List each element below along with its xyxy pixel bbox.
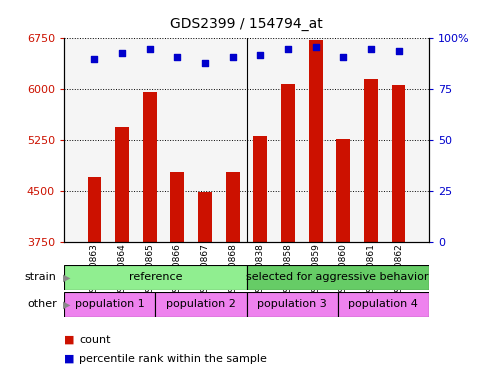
Bar [198,192,212,384]
Point [284,46,292,52]
Text: population 3: population 3 [257,299,327,310]
Text: population 4: population 4 [349,299,418,310]
Bar [155,292,246,317]
Text: ■: ■ [64,354,74,364]
Text: other: other [27,299,57,310]
Bar [281,84,295,384]
Point [118,50,126,56]
Point [229,54,237,60]
Point [174,54,181,60]
Bar [246,265,429,290]
Point [312,43,319,50]
Text: population 2: population 2 [166,299,236,310]
Bar [338,292,429,317]
Bar [64,265,246,290]
Text: count: count [79,335,110,345]
Text: ■: ■ [64,335,74,345]
Text: strain: strain [25,272,57,283]
Text: selected for aggressive behavior: selected for aggressive behavior [246,272,429,283]
Point [146,46,154,52]
Point [394,48,402,54]
Bar [226,172,240,384]
Bar [253,136,267,384]
Bar [364,79,378,384]
Bar [309,40,322,384]
Bar [171,172,184,384]
Bar [88,177,102,384]
Bar [246,292,338,317]
Point [201,60,209,66]
Text: ▶: ▶ [63,272,70,283]
Text: GDS2399 / 154794_at: GDS2399 / 154794_at [170,17,323,31]
Text: reference: reference [129,272,182,283]
Bar [336,139,350,384]
Bar [143,92,157,384]
Bar [115,127,129,384]
Text: ▶: ▶ [63,299,70,310]
Text: population 1: population 1 [75,299,144,310]
Point [256,51,264,58]
Text: percentile rank within the sample: percentile rank within the sample [79,354,267,364]
Bar [391,85,405,384]
Bar [64,292,155,317]
Point [339,54,347,60]
Point [91,56,99,62]
Point [367,46,375,52]
